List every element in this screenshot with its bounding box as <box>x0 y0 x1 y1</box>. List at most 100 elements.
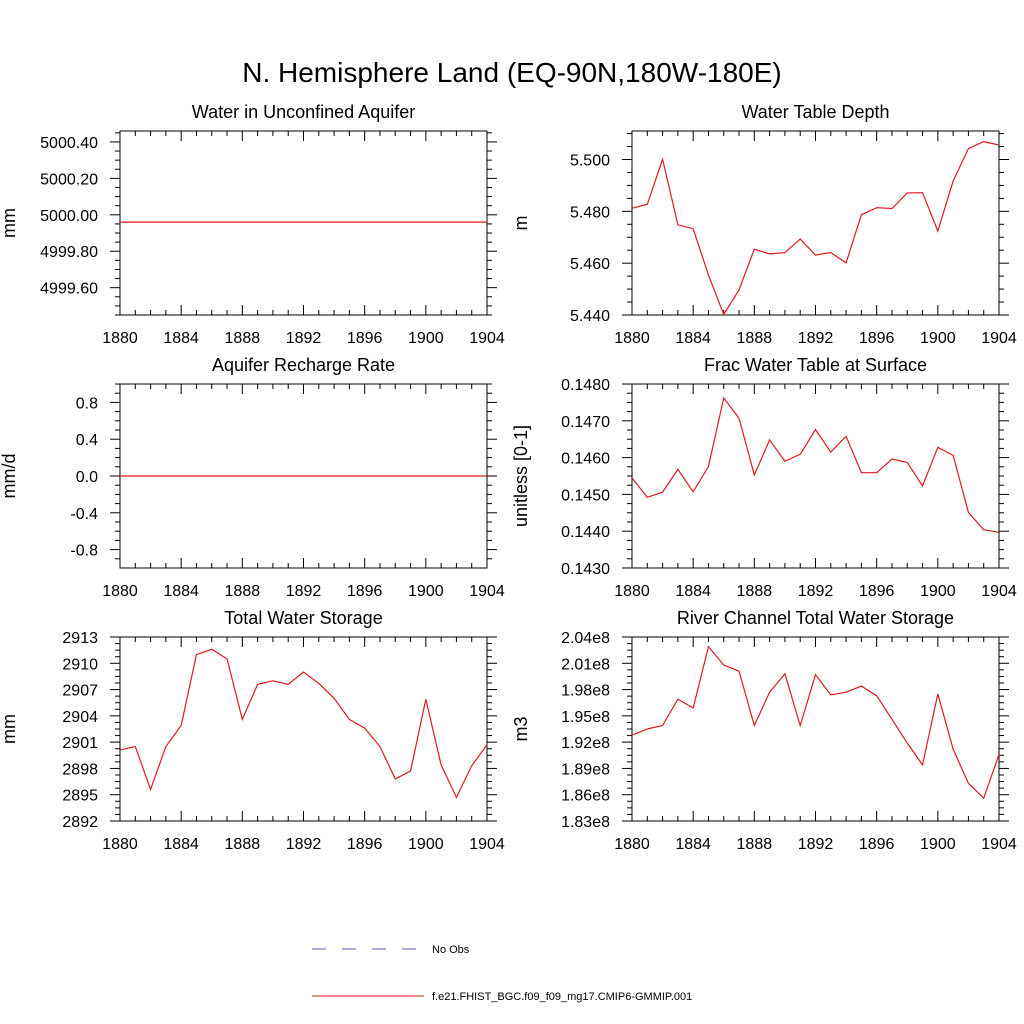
figure-title: N. Hemisphere Land (EQ-90N,180W-180E) <box>242 57 782 88</box>
legend-label-no-obs: No Obs <box>432 944 470 956</box>
panel-water-in-unconfined-aquifer-xtick-label: 1904 <box>469 330 505 347</box>
panel-water-table-depth-ytick-label: 5.440 <box>570 308 610 325</box>
panel-water-table-depth-xtick-label: 1880 <box>614 330 650 347</box>
panel-water-table-depth-ytick-label: 5.500 <box>570 153 610 170</box>
panel-total-water-storage-ytick-label: 2901 <box>62 735 98 752</box>
panel-river-channel-total-water-storage-xtick-label: 1892 <box>798 836 834 853</box>
panel-total-water-storage: Total Water Storage mm 1880 1884 1888 1892 189… <box>0 608 505 853</box>
panel-water-in-unconfined-aquifer-frame <box>119 130 488 316</box>
panel-river-channel-total-water-storage-ytick-label: 1.86e8 <box>561 788 610 805</box>
panel-river-channel-total-water-storage-xtick-label: 1884 <box>675 836 711 853</box>
panel-aquifer-recharge-rate-ytick-label: 0.0 <box>76 469 98 486</box>
panel-total-water-storage-frame <box>119 636 488 822</box>
panel-water-table-depth-xtick-label: 1896 <box>859 330 895 347</box>
panel-aquifer-recharge-rate-xtick-label: 1896 <box>347 583 383 600</box>
panel-grid: Water in Unconfined Aquifer mm 1880 1884 188… <box>0 102 1017 853</box>
panel-frac-water-table-at-surface-series-line <box>631 396 1000 533</box>
panel-river-channel-total-water-storage-xtick-label: 1896 <box>859 836 895 853</box>
panel-water-in-unconfined-aquifer-ytick-label: 4999.60 <box>40 281 98 298</box>
panel-river-channel-total-water-storage-xtick-label: 1900 <box>920 836 956 853</box>
panel-river-channel-total-water-storage-ytick-label: 1.92e8 <box>561 735 610 752</box>
panel-aquifer-recharge-rate-xtick-label: 1900 <box>408 583 444 600</box>
panel-water-in-unconfined-aquifer-ytick-label: 4999.80 <box>40 244 98 261</box>
panel-aquifer-recharge-rate-ytick-label: -0.8 <box>70 543 98 560</box>
panel-total-water-storage-ytick-label: 2895 <box>62 788 98 805</box>
panel-frac-water-table-at-surface-xtick-label: 1884 <box>675 583 711 600</box>
panel-river-channel-total-water-storage-ytick-label: 1.98e8 <box>561 683 610 700</box>
panel-aquifer-recharge-rate-xtick-label: 1880 <box>102 583 138 600</box>
panel-water-in-unconfined-aquifer-ytick-label: 5000.20 <box>40 171 98 188</box>
panel-frac-water-table-at-surface-title: Frac Water Table at Surface <box>704 355 927 375</box>
panel-frac-water-table-at-surface-ytick-label: 0.1480 <box>561 377 610 394</box>
panel-water-in-unconfined-aquifer-xtick-label: 1892 <box>286 330 322 347</box>
panel-river-channel-total-water-storage-ytick-label: 1.95e8 <box>561 709 610 726</box>
panel-frac-water-table-at-surface-ytick-label: 0.1470 <box>561 414 610 431</box>
panel-water-table-depth-xtick-label: 1884 <box>675 330 711 347</box>
panel-river-channel-total-water-storage-xtick-label: 1880 <box>614 836 650 853</box>
panel-water-in-unconfined-aquifer-xtick-label: 1880 <box>102 330 138 347</box>
panel-water-table-depth-ytick-label: 5.480 <box>570 204 610 221</box>
panel-total-water-storage-xtick-label: 1896 <box>347 836 383 853</box>
panel-water-table-depth: Water Table Depth m 1880 1884 1888 1892 1896 19… <box>511 102 1017 347</box>
panel-water-in-unconfined-aquifer-title: Water in Unconfined Aquifer <box>192 102 415 122</box>
panel-frac-water-table-at-surface-xtick-label: 1888 <box>737 583 773 600</box>
panel-aquifer-recharge-rate-xtick-label: 1892 <box>286 583 322 600</box>
panel-water-in-unconfined-aquifer-ytick-label: 5000.40 <box>40 135 98 152</box>
panel-total-water-storage-title: Total Water Storage <box>224 608 382 628</box>
panel-water-table-depth-frame <box>631 130 1000 316</box>
panel-aquifer-recharge-rate-xtick-label: 1904 <box>469 583 505 600</box>
panel-water-in-unconfined-aquifer-xtick-label: 1884 <box>163 330 199 347</box>
panel-frac-water-table-at-surface-xtick-label: 1896 <box>859 583 895 600</box>
panel-frac-water-table-at-surface-ytick-label: 0.1450 <box>561 487 610 504</box>
panel-water-table-depth-xtick-label: 1888 <box>737 330 773 347</box>
panel-river-channel-total-water-storage-ytick-label: 1.83e8 <box>561 814 610 831</box>
panel-total-water-storage-xtick-label: 1900 <box>408 836 444 853</box>
panel-river-channel-total-water-storage-ylabel: m3 <box>511 716 531 741</box>
panel-total-water-storage-xtick-label: 1904 <box>469 836 505 853</box>
panel-water-in-unconfined-aquifer-xtick-label: 1900 <box>408 330 444 347</box>
panel-river-channel-total-water-storage-title: River Channel Total Water Storage <box>677 608 954 628</box>
panel-river-channel-total-water-storage-frame <box>631 636 1000 822</box>
panel-total-water-storage-ylabel: mm <box>0 714 19 744</box>
panel-total-water-storage-ytick-label: 2913 <box>62 630 98 647</box>
legend: No Obs f.e21.FHIST_BGC.f09_f09_mg17.CMIP… <box>312 944 692 1003</box>
panel-frac-water-table-at-surface-xtick-label: 1904 <box>981 583 1017 600</box>
panel-water-in-unconfined-aquifer-ylabel: mm <box>0 208 19 238</box>
panel-frac-water-table-at-surface-ylabel: unitless [0-1] <box>511 425 531 527</box>
panel-river-channel-total-water-storage-xtick-label: 1888 <box>737 836 773 853</box>
panel-water-table-depth-ytick-label: 5.460 <box>570 256 610 273</box>
panel-frac-water-table-at-surface-xtick-label: 1900 <box>920 583 956 600</box>
panel-river-channel-total-water-storage-ytick-label: 2.01e8 <box>561 656 610 673</box>
panel-water-in-unconfined-aquifer-xtick-label: 1896 <box>347 330 383 347</box>
panel-total-water-storage-ytick-label: 2892 <box>62 814 98 831</box>
panel-river-channel-total-water-storage-ytick-label: 1.89e8 <box>561 761 610 778</box>
panel-water-table-depth-ylabel: m <box>511 216 531 231</box>
panel-total-water-storage-ytick-label: 2898 <box>62 761 98 778</box>
panel-aquifer-recharge-rate-ytick-label: 0.4 <box>76 432 98 449</box>
panel-water-in-unconfined-aquifer-ytick-label: 5000.00 <box>40 208 98 225</box>
panel-frac-water-table-at-surface-frame <box>631 383 1000 569</box>
panel-aquifer-recharge-rate-title: Aquifer Recharge Rate <box>212 355 395 375</box>
panel-frac-water-table-at-surface-xtick-label: 1892 <box>798 583 834 600</box>
panel-aquifer-recharge-rate: Aquifer Recharge Rate mm/d 1880 1884 1888 189… <box>0 355 505 600</box>
panel-total-water-storage-xtick-label: 1892 <box>286 836 322 853</box>
panel-frac-water-table-at-surface-ytick-label: 0.1430 <box>561 561 610 578</box>
panel-water-table-depth-series-line <box>631 141 1000 316</box>
panel-total-water-storage-series-line <box>119 648 488 799</box>
panel-aquifer-recharge-rate-ylabel: mm/d <box>0 454 19 499</box>
panel-water-table-depth-xtick-label: 1904 <box>981 330 1017 347</box>
panel-total-water-storage-ytick-label: 2904 <box>62 709 98 726</box>
panel-aquifer-recharge-rate-ytick-label: -0.4 <box>70 506 98 523</box>
panel-frac-water-table-at-surface-xtick-label: 1880 <box>614 583 650 600</box>
panel-total-water-storage-xtick-label: 1888 <box>225 836 261 853</box>
panel-total-water-storage-xtick-label: 1880 <box>102 836 138 853</box>
panel-total-water-storage-ytick-label: 2907 <box>62 683 98 700</box>
panel-water-table-depth-title: Water Table Depth <box>741 102 889 122</box>
panel-total-water-storage-xtick-label: 1884 <box>163 836 199 853</box>
panel-frac-water-table-at-surface-ytick-label: 0.1440 <box>561 524 610 541</box>
legend-label-model-run: f.e21.FHIST_BGC.f09_f09_mg17.CMIP6-GMMIP… <box>432 991 692 1003</box>
panel-total-water-storage-ytick-label: 2910 <box>62 656 98 673</box>
panel-river-channel-total-water-storage-series-line <box>631 645 1000 800</box>
